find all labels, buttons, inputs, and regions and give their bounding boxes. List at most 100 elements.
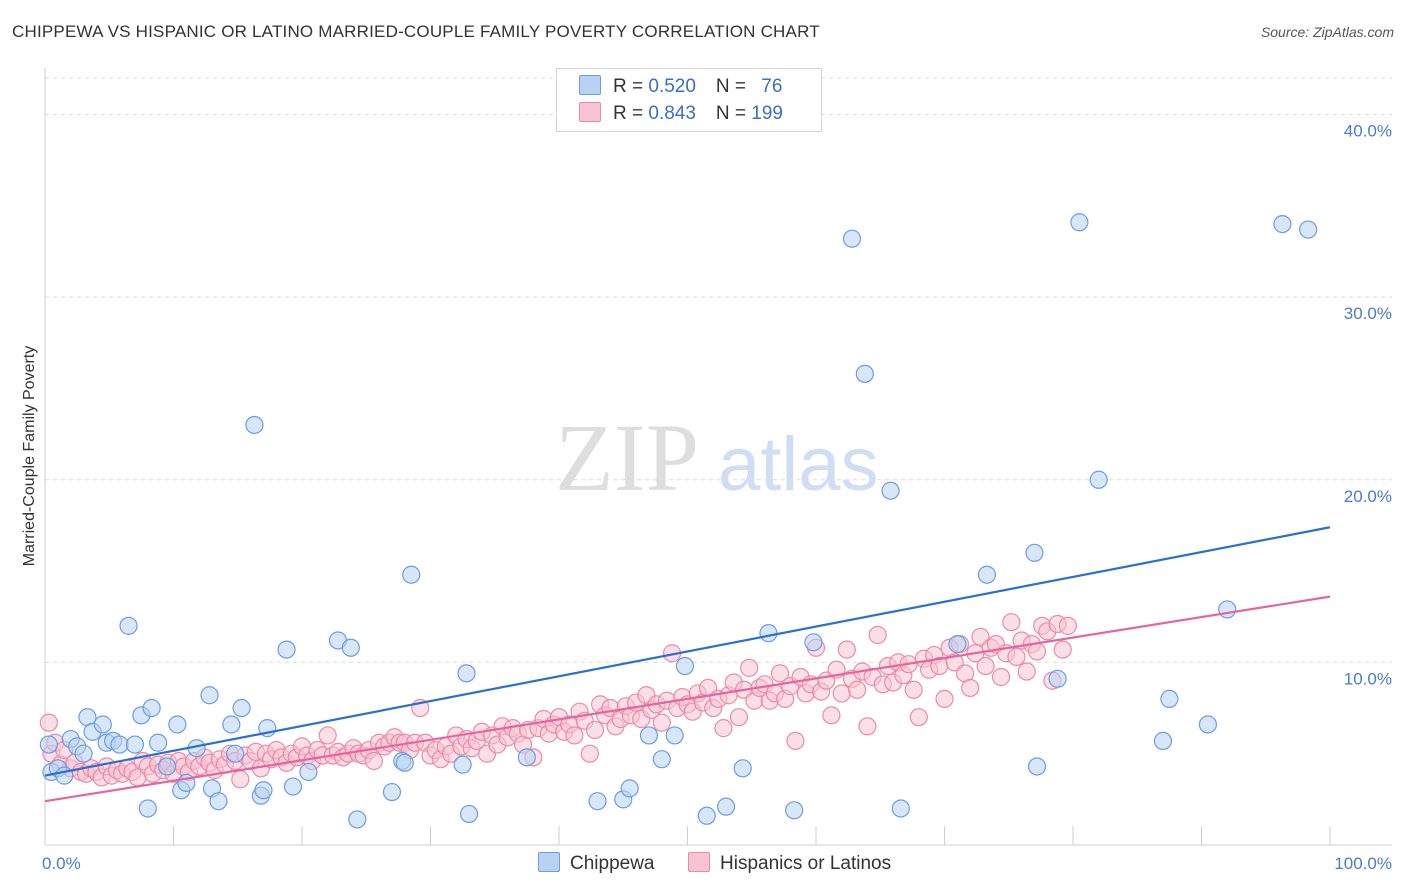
hispanic-point — [652, 713, 671, 732]
chippewa-point — [138, 799, 157, 818]
hispanic-point — [318, 726, 337, 745]
hispanic-point — [729, 708, 749, 727]
y-axis-label: Married-Couple Family Poverty — [21, 346, 38, 567]
hispanic-point — [858, 717, 877, 736]
chippewa-point — [254, 781, 273, 800]
chippewa-point — [453, 755, 472, 774]
chippewa-point — [459, 804, 479, 824]
bottom-legend-hispanic: Hispanics or Latinos — [688, 852, 891, 875]
chippewa-point — [39, 735, 58, 754]
chippewa-point — [517, 748, 536, 767]
legend-n-value: 76 — [761, 76, 783, 97]
hispanic-point — [1017, 662, 1036, 681]
hispanic-legend-label: Hispanics or Latinos — [720, 853, 892, 874]
hispanic-point — [1058, 616, 1077, 635]
trend-layer — [44, 526, 1331, 803]
chippewa-point — [588, 792, 607, 811]
hispanic-point — [1053, 640, 1072, 659]
chippewa-point — [299, 762, 318, 782]
hispanic-point — [1007, 647, 1026, 667]
chippewa-point — [142, 698, 161, 718]
legend-r-value: 0.843 — [648, 103, 696, 124]
chippewa-point — [200, 686, 219, 705]
hispanic-point — [868, 625, 887, 645]
y-tick-label: 30.0% — [1344, 304, 1392, 323]
hispanic-point — [714, 719, 733, 738]
legend-r-label: R = — [613, 103, 649, 124]
chippewa-point — [665, 726, 684, 745]
x-tick-label: 100.0% — [1334, 854, 1392, 873]
y-tick-label: 40.0% — [1344, 122, 1392, 141]
chippewa-point — [382, 782, 402, 802]
grid-layer — [45, 77, 1392, 663]
chippewa-point — [1198, 715, 1218, 734]
hispanic-point — [580, 744, 599, 763]
correlation-legend: R = 0.520 N = 76 R = 0.843 N = 199 — [556, 68, 822, 132]
chippewa-point — [232, 698, 251, 718]
chippewa-point — [652, 750, 671, 769]
legend-n-label: N = — [715, 103, 752, 124]
hispanic-point — [740, 658, 759, 677]
hispanic-trend-line — [44, 595, 1331, 803]
hispanic-point — [786, 731, 805, 751]
y-tick-label: 20.0% — [1344, 487, 1392, 506]
legend-n-value: 199 — [751, 103, 783, 124]
hispanic-point — [39, 713, 58, 732]
watermark-zip: ZIP — [555, 404, 699, 511]
chippewa-point — [1027, 757, 1047, 776]
chippewa-legend-label: Chippewa — [570, 853, 655, 874]
chippewa-legend-swatch — [538, 852, 560, 872]
hispanic-legend-swatch — [688, 852, 710, 872]
chippewa-trend-line — [44, 526, 1331, 777]
chippewa-point — [881, 481, 900, 500]
chippewa-point — [759, 624, 778, 643]
chippewa-point — [119, 616, 138, 635]
chippewa-point — [283, 777, 303, 796]
chippewa-point — [842, 229, 862, 248]
legend-r-value: 0.520 — [648, 76, 696, 97]
chippewa-point — [1218, 600, 1237, 619]
chippewa-point — [716, 797, 736, 816]
chippewa-point — [1025, 543, 1044, 562]
source-label: Source: ZipAtlas.com — [1260, 24, 1394, 40]
hispanic-point — [585, 720, 605, 740]
chippewa-point — [110, 735, 129, 754]
hispanic-point — [1027, 642, 1047, 661]
chippewa-point — [277, 640, 296, 659]
hispanic-point — [1002, 613, 1021, 632]
hispanic-point — [909, 708, 928, 727]
chippewa-point — [891, 799, 910, 818]
points-layer — [39, 213, 1318, 829]
chippewa-point — [1153, 731, 1173, 751]
chippewa-point — [226, 744, 245, 763]
chippewa-point — [395, 753, 414, 772]
hispanic-point — [837, 640, 856, 659]
chippewa-point — [1089, 470, 1108, 489]
legend-row-chippewa: R = 0.520 N = 76 — [579, 75, 782, 99]
chippewa-point — [855, 364, 874, 383]
chippewa-point — [209, 792, 228, 811]
hispanic-point — [770, 664, 790, 683]
chippewa-point — [675, 656, 695, 676]
hispanic-point — [961, 678, 980, 698]
axis-layer: 10.0% 20.0% 30.0% 40.0% 0.0% 100.0% — [42, 68, 1392, 873]
chippewa-point — [93, 715, 112, 734]
chippewa-point — [348, 810, 367, 829]
hispanic-point — [904, 680, 923, 699]
chart-title: CHIPPEWA VS HISPANIC OR LATINO MARRIED-C… — [12, 22, 820, 41]
y-tick-label: 10.0% — [1344, 669, 1392, 688]
chippewa-point — [1273, 214, 1292, 234]
hispanic-point — [832, 684, 851, 703]
chippewa-point — [1070, 213, 1089, 232]
hispanic-point — [822, 706, 841, 725]
chippewa-point — [222, 715, 241, 734]
chippewa-point — [948, 635, 967, 654]
watermark-atlas: atlas — [718, 422, 879, 507]
chippewa-point — [402, 565, 421, 584]
chippewa-point — [341, 638, 360, 657]
legend-r-label: R = — [613, 76, 649, 97]
chippewa-point — [457, 664, 476, 683]
chippewa-point — [639, 726, 659, 745]
chippewa-point — [125, 735, 145, 754]
